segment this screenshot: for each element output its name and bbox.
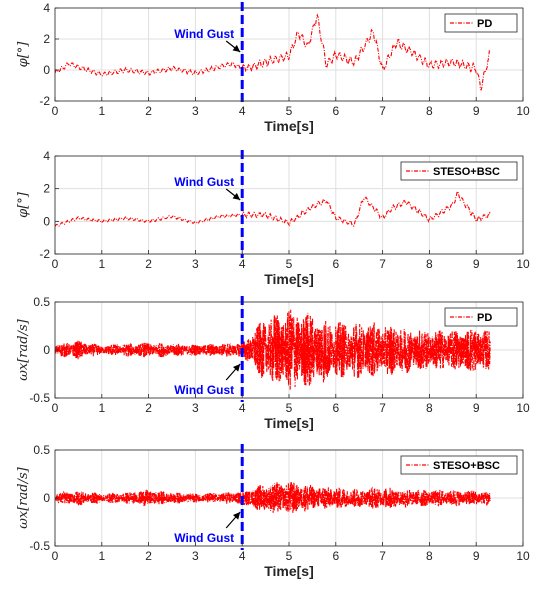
legend-box bbox=[400, 455, 518, 475]
wind-gust-annotation: Wind Gust bbox=[174, 175, 234, 189]
x-tick-label: 5 bbox=[286, 401, 293, 415]
x-tick-label: 2 bbox=[145, 104, 152, 118]
y-tick-label: 4 bbox=[43, 149, 50, 163]
x-tick-label: 0 bbox=[52, 401, 59, 415]
x-tick-label: 9 bbox=[473, 401, 480, 415]
x-tick-label: 5 bbox=[286, 549, 293, 563]
x-tick-label: 10 bbox=[516, 104, 530, 118]
legend-label: STESO+BSC bbox=[433, 460, 500, 472]
x-tick-label: 8 bbox=[426, 549, 433, 563]
x-tick-label: 0 bbox=[52, 104, 59, 118]
x-tick-label: 3 bbox=[192, 257, 199, 271]
y-tick-label: 0.5 bbox=[33, 443, 50, 457]
x-axis-label: Time[s] bbox=[264, 271, 314, 287]
series-line-steso-bsc bbox=[55, 190, 491, 228]
x-tick-label: 2 bbox=[145, 549, 152, 563]
y-tick-label: 4 bbox=[43, 1, 50, 15]
series-line-steso-bsc bbox=[55, 482, 491, 513]
y-tick-label: 2 bbox=[43, 32, 50, 46]
x-tick-label: 10 bbox=[516, 549, 530, 563]
x-tick-label: 4 bbox=[239, 401, 246, 415]
panel-omega-pd: 0 1 2 3 4 5 6 7 8 9 10-0.500.5Time[s]ωx[rad/s]PDWi… bbox=[16, 295, 530, 431]
x-tick-label: 8 bbox=[426, 401, 433, 415]
x-tick-label: 9 bbox=[473, 549, 480, 563]
x-tick-label: 3 bbox=[192, 104, 199, 118]
x-tick-label: 7 bbox=[379, 257, 386, 271]
wind-gust-annotation: Wind Gust bbox=[174, 383, 234, 397]
x-tick-label: 1 bbox=[98, 104, 105, 118]
legend-label: STESO+BSC bbox=[433, 166, 500, 178]
x-tick-label: 9 bbox=[473, 257, 480, 271]
panel-omega-steso: 0 1 2 3 4 5 6 7 8 9 10-0.500.5Time[s]ωx[rad/s]STES… bbox=[16, 443, 530, 579]
y-axis-label: φ[°] bbox=[16, 41, 31, 68]
y-tick-label: -2 bbox=[39, 247, 50, 261]
x-tick-label: 10 bbox=[516, 257, 530, 271]
x-tick-label: 5 bbox=[286, 104, 293, 118]
annotation-arrowhead bbox=[232, 364, 241, 372]
annotation-arrowhead bbox=[232, 512, 241, 520]
y-tick-label: -2 bbox=[39, 94, 50, 108]
x-tick-label: 6 bbox=[332, 257, 339, 271]
y-tick-label: 0 bbox=[43, 343, 50, 357]
y-tick-label: -0.5 bbox=[29, 539, 50, 553]
x-tick-label: 4 bbox=[239, 549, 246, 563]
y-tick-label: 0.5 bbox=[33, 295, 50, 309]
x-tick-label: 9 bbox=[473, 104, 480, 118]
annotation-arrowhead bbox=[232, 192, 241, 200]
x-tick-label: 1 bbox=[98, 401, 105, 415]
series-line-pd bbox=[55, 309, 491, 390]
x-tick-label: 3 bbox=[192, 549, 199, 563]
y-axis-label: φ[°] bbox=[16, 191, 31, 218]
x-axis-label: Time[s] bbox=[264, 563, 314, 579]
annotation-arrowhead bbox=[232, 44, 241, 52]
legend: STESO+BSC bbox=[400, 161, 518, 181]
y-axis-label: ωx[rad/s] bbox=[16, 318, 31, 380]
y-axis-label: ωx[rad/s] bbox=[16, 466, 31, 528]
legend-box bbox=[444, 307, 518, 327]
legend: PD bbox=[444, 307, 518, 327]
x-tick-label: 0 bbox=[52, 549, 59, 563]
legend: PD bbox=[444, 13, 518, 33]
series-line-pd bbox=[55, 13, 491, 91]
x-tick-label: 6 bbox=[332, 549, 339, 563]
wind-gust-annotation: Wind Gust bbox=[174, 531, 234, 545]
x-tick-label: 7 bbox=[379, 104, 386, 118]
x-tick-label: 7 bbox=[379, 401, 386, 415]
x-tick-label: 6 bbox=[332, 104, 339, 118]
y-tick-label: -0.5 bbox=[29, 391, 50, 405]
x-tick-label: 2 bbox=[145, 257, 152, 271]
y-tick-label: 0 bbox=[43, 63, 50, 77]
y-tick-label: 0 bbox=[43, 214, 50, 228]
legend-box bbox=[444, 13, 518, 33]
legend-label: PD bbox=[477, 18, 492, 30]
panel-phi-steso: 0 1 2 3 4 5 6 7 8 9 10-2024Time[s]φ[°]STESO+BSCWin… bbox=[16, 149, 530, 287]
wind-gust-annotation: Wind Gust bbox=[174, 27, 234, 41]
x-tick-label: 4 bbox=[239, 257, 246, 271]
x-tick-label: 2 bbox=[145, 401, 152, 415]
x-tick-label: 8 bbox=[426, 257, 433, 271]
x-tick-label: 4 bbox=[239, 104, 246, 118]
y-tick-label: 0 bbox=[43, 491, 50, 505]
x-tick-label: 6 bbox=[332, 401, 339, 415]
x-tick-label: 5 bbox=[286, 257, 293, 271]
x-tick-label: 7 bbox=[379, 549, 386, 563]
y-tick-label: 2 bbox=[43, 182, 50, 196]
x-axis-label: Time[s] bbox=[264, 118, 314, 134]
x-tick-label: 1 bbox=[98, 257, 105, 271]
legend: STESO+BSC bbox=[400, 455, 518, 475]
x-tick-label: 0 bbox=[52, 257, 59, 271]
legend-label: PD bbox=[477, 312, 492, 324]
x-tick-label: 10 bbox=[516, 401, 530, 415]
x-tick-label: 3 bbox=[192, 401, 199, 415]
x-tick-label: 1 bbox=[98, 549, 105, 563]
x-tick-label: 8 bbox=[426, 104, 433, 118]
legend-box bbox=[400, 161, 518, 181]
x-axis-label: Time[s] bbox=[264, 415, 314, 431]
